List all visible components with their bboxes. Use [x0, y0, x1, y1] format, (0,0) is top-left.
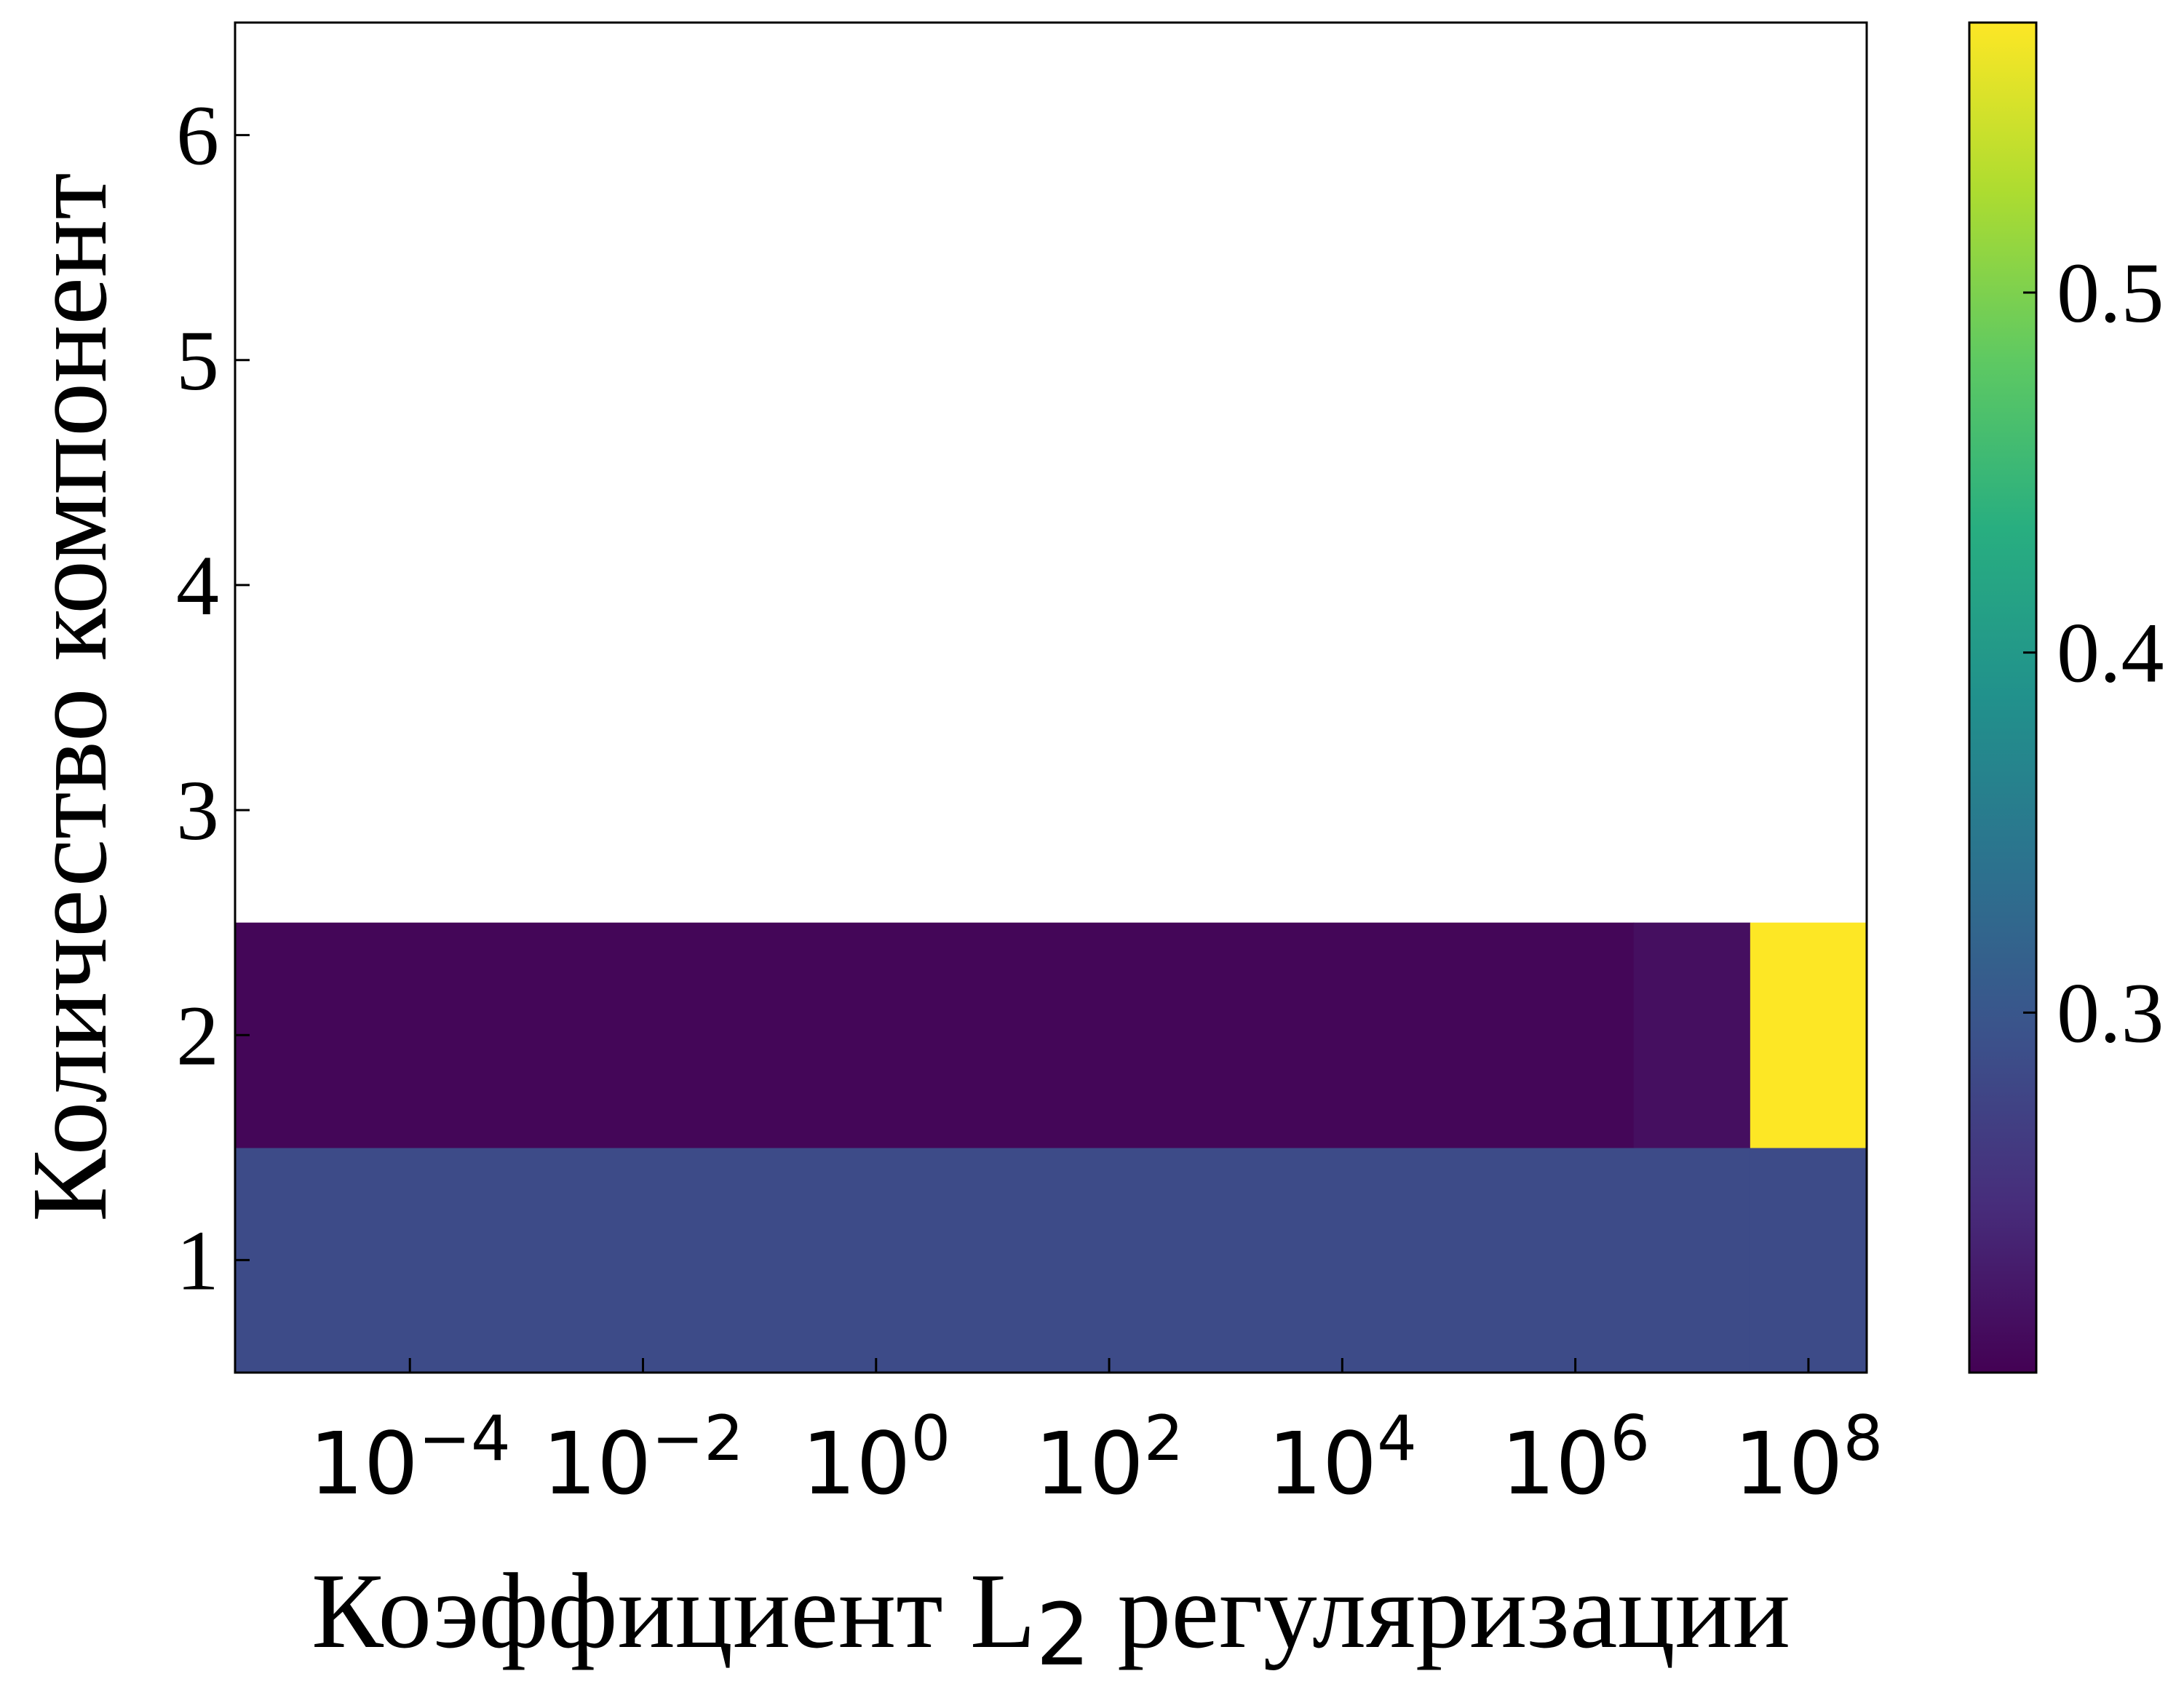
y-tick-label: 6	[176, 88, 219, 183]
heatmap-cell	[1750, 1147, 1867, 1373]
colorbar-tick-label: 0.3	[2057, 965, 2164, 1060]
x-tick-label: 100	[801, 1402, 950, 1514]
x-tick-label: 106	[1501, 1402, 1650, 1514]
colorbar-tick-label: 0.5	[2057, 245, 2164, 341]
x-axis-label: Коэффициент L2 регуляризации	[311, 1552, 1790, 1685]
heatmap-cell	[1750, 922, 1867, 1148]
y-tick-label: 5	[176, 313, 219, 408]
y-axis-ticks: 1 2 3 4 5 6	[176, 88, 250, 1308]
x-axis-ticks: 10−4 10−2 100 102 104 106 108	[309, 1358, 1883, 1514]
y-axis-label: Количество компонент	[10, 172, 130, 1222]
heatmap-cell	[1633, 922, 1751, 1148]
y-tick-label: 4	[176, 538, 219, 633]
x-tick-label: 10−2	[542, 1402, 744, 1514]
colorbar-ticks: 0.3 0.4 0.5	[2023, 245, 2164, 1060]
x-tick-label: 10−4	[309, 1402, 511, 1514]
x-tick-label: 108	[1734, 1402, 1883, 1514]
heatmap-cell	[235, 1147, 1635, 1373]
heatmap-cells	[235, 922, 1867, 1373]
colorbar-tick-label: 0.4	[2057, 606, 2164, 701]
x-tick-label: 102	[1035, 1402, 1184, 1514]
plot-frame	[234, 21, 1868, 1374]
heatmap-cell	[1633, 1147, 1751, 1373]
y-tick-label: 3	[176, 763, 219, 858]
y-tick-label: 1	[176, 1212, 219, 1308]
colorbar	[1968, 21, 2038, 1374]
heatmap-cell	[235, 922, 1635, 1148]
y-tick-label: 2	[176, 988, 219, 1083]
x-tick-label: 104	[1268, 1402, 1417, 1514]
